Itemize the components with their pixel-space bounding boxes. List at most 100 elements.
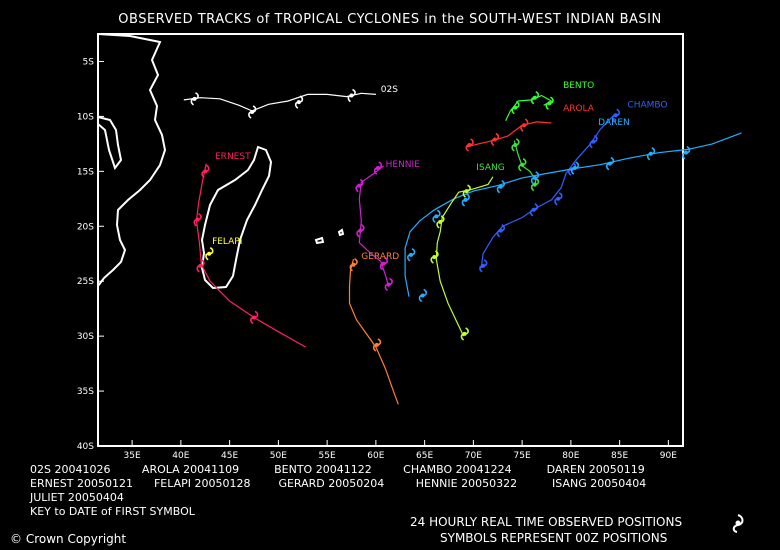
track-juliet [430, 176, 494, 341]
copyright: © Crown Copyright [10, 532, 126, 546]
cyclone-position-icon [530, 91, 540, 105]
cyclone-position-icon [462, 184, 471, 198]
cyclone-position-icon [460, 327, 469, 341]
legend-row-1: 02S 20041026 AROLA 20041109 BENTO 200411… [30, 463, 645, 476]
track-isang [511, 138, 540, 192]
cyclone-position-icon [430, 250, 439, 264]
reunion-island [337, 228, 345, 237]
storm-label-gerard: GERARD [361, 252, 399, 262]
lon-tick-label: 80E [562, 451, 579, 461]
lat-tick-label: 40S [77, 442, 94, 452]
lat-tick-label: 5S [83, 57, 95, 67]
cyclone-position-icon [190, 92, 199, 106]
map-frame [97, 33, 684, 447]
storm-label-bento: BENTO [563, 81, 594, 91]
cyclone-position-icon [605, 156, 615, 171]
track-02s [183, 88, 376, 119]
lon-tick-label: 75E [514, 451, 531, 461]
cyclone-position-icon [496, 179, 505, 194]
cyclone-position-icon [589, 134, 598, 149]
cyclone-position-icon [355, 178, 364, 193]
legend-key-note: KEY to DATE of FIRST SYMBOL [30, 505, 195, 518]
cyclone-position-icon [529, 203, 539, 217]
lon-tick-label: 40E [172, 451, 189, 461]
cyclone-position-icon [611, 108, 621, 122]
lon-tick-label: 35E [124, 451, 141, 461]
axis-ticks: 5S 10S 15S 20S 25S 30S 35S 40S 35E 40E 45E 50E 55E 60… [77, 57, 677, 461]
cyclone-position-icon [511, 138, 520, 152]
storm-label-chambo: CHAMBO [627, 101, 667, 111]
cyclone-position-icon [201, 164, 210, 178]
copyright-icon: © [10, 532, 22, 546]
track-line [404, 132, 742, 297]
cyclone-position-icon [248, 105, 257, 119]
map-title: OBSERVED TRACKS of TROPICAL CYCLONES in … [118, 12, 662, 27]
copyright-text: Crown Copyright [25, 532, 127, 546]
storm-label-isang: ISANG [476, 163, 504, 173]
cyclone-position-icon [250, 310, 259, 325]
storm-label-hennie: HENNIE [386, 160, 421, 170]
legend-row-2: ERNEST 20050121 FELAPI 20050128 GERARD 2… [30, 477, 647, 490]
cyclone-position-icon [570, 161, 580, 175]
cyclone-position-icon [205, 247, 214, 261]
cyclone-position-icon [356, 223, 365, 238]
lat-tick-label: 15S [77, 167, 94, 177]
footer-observed-positions: 24 HOURLY REAL TIME OBSERVED POSITIONS [410, 515, 683, 529]
lat-tick-label: 25S [77, 277, 94, 287]
footer-symbols-note: SYMBOLS REPRESENT 00Z POSITIONS [440, 531, 668, 545]
cyclone-position-icon [545, 96, 554, 110]
track-chambo [479, 108, 621, 273]
cyclone-position-icon [418, 288, 427, 303]
cyclone-position-icon [349, 258, 358, 272]
storm-label-daren: DAREN [598, 118, 630, 128]
lat-tick-label: 35S [77, 387, 94, 397]
cyclone-position-icon [193, 212, 202, 227]
track-gerard [348, 258, 399, 405]
cyclone-position-icon [682, 145, 691, 160]
cyclone-position-icon [196, 259, 205, 273]
track-felapi [205, 247, 214, 261]
track-daren [404, 132, 742, 303]
lon-tick-label: 60E [367, 451, 384, 461]
cyclone-position-icon [490, 132, 500, 147]
legend-row-3: JULIET 20050404 [30, 491, 124, 504]
cyclone-position-icon [384, 277, 393, 292]
track-bento [505, 91, 554, 122]
cyclone-position-icon [646, 147, 656, 161]
lon-tick-label: 55E [319, 451, 336, 461]
track-hennie [355, 161, 393, 292]
storm-label-felapi: FELAPI [212, 237, 242, 247]
cyclone-position-icon [465, 138, 474, 152]
lon-tick-label: 45E [221, 451, 238, 461]
cyclone-position-icon [461, 193, 470, 207]
track-line [465, 121, 552, 148]
cyclone-position-icon [347, 88, 356, 103]
africa-coastline [97, 33, 167, 287]
cyclone-position-icon [432, 209, 441, 224]
cyclone-position-icon [379, 256, 388, 271]
coastlines [97, 33, 345, 290]
track-line [435, 176, 494, 337]
lon-tick-label: 90E [660, 451, 677, 461]
mascarene-island [314, 236, 325, 245]
storm-label-ernest: ERNEST [215, 152, 251, 162]
track-line [513, 140, 537, 187]
track-ernest [193, 163, 306, 348]
lat-tick-label: 30S [77, 332, 94, 342]
lon-tick-label: 65E [416, 451, 433, 461]
lat-tick-label: 20S [77, 222, 94, 232]
cyclone-position-icon [373, 161, 383, 175]
cyclone-position-icon [372, 338, 382, 352]
storm-label-02s: 02S [381, 85, 398, 95]
cyclone-position-icon [518, 158, 527, 172]
cyclone-position-icon [436, 215, 445, 229]
cyclone-position-icon [407, 248, 416, 262]
cyclone-position-icon [520, 118, 529, 132]
cyclone-symbol-icon [732, 514, 744, 533]
madagascar-coastline [200, 145, 273, 290]
cyclone-position-icon [554, 192, 563, 206]
cyclone-position-icon [479, 259, 488, 273]
cyclone-position-icon [294, 95, 304, 109]
cyclone-position-icon [496, 223, 505, 238]
